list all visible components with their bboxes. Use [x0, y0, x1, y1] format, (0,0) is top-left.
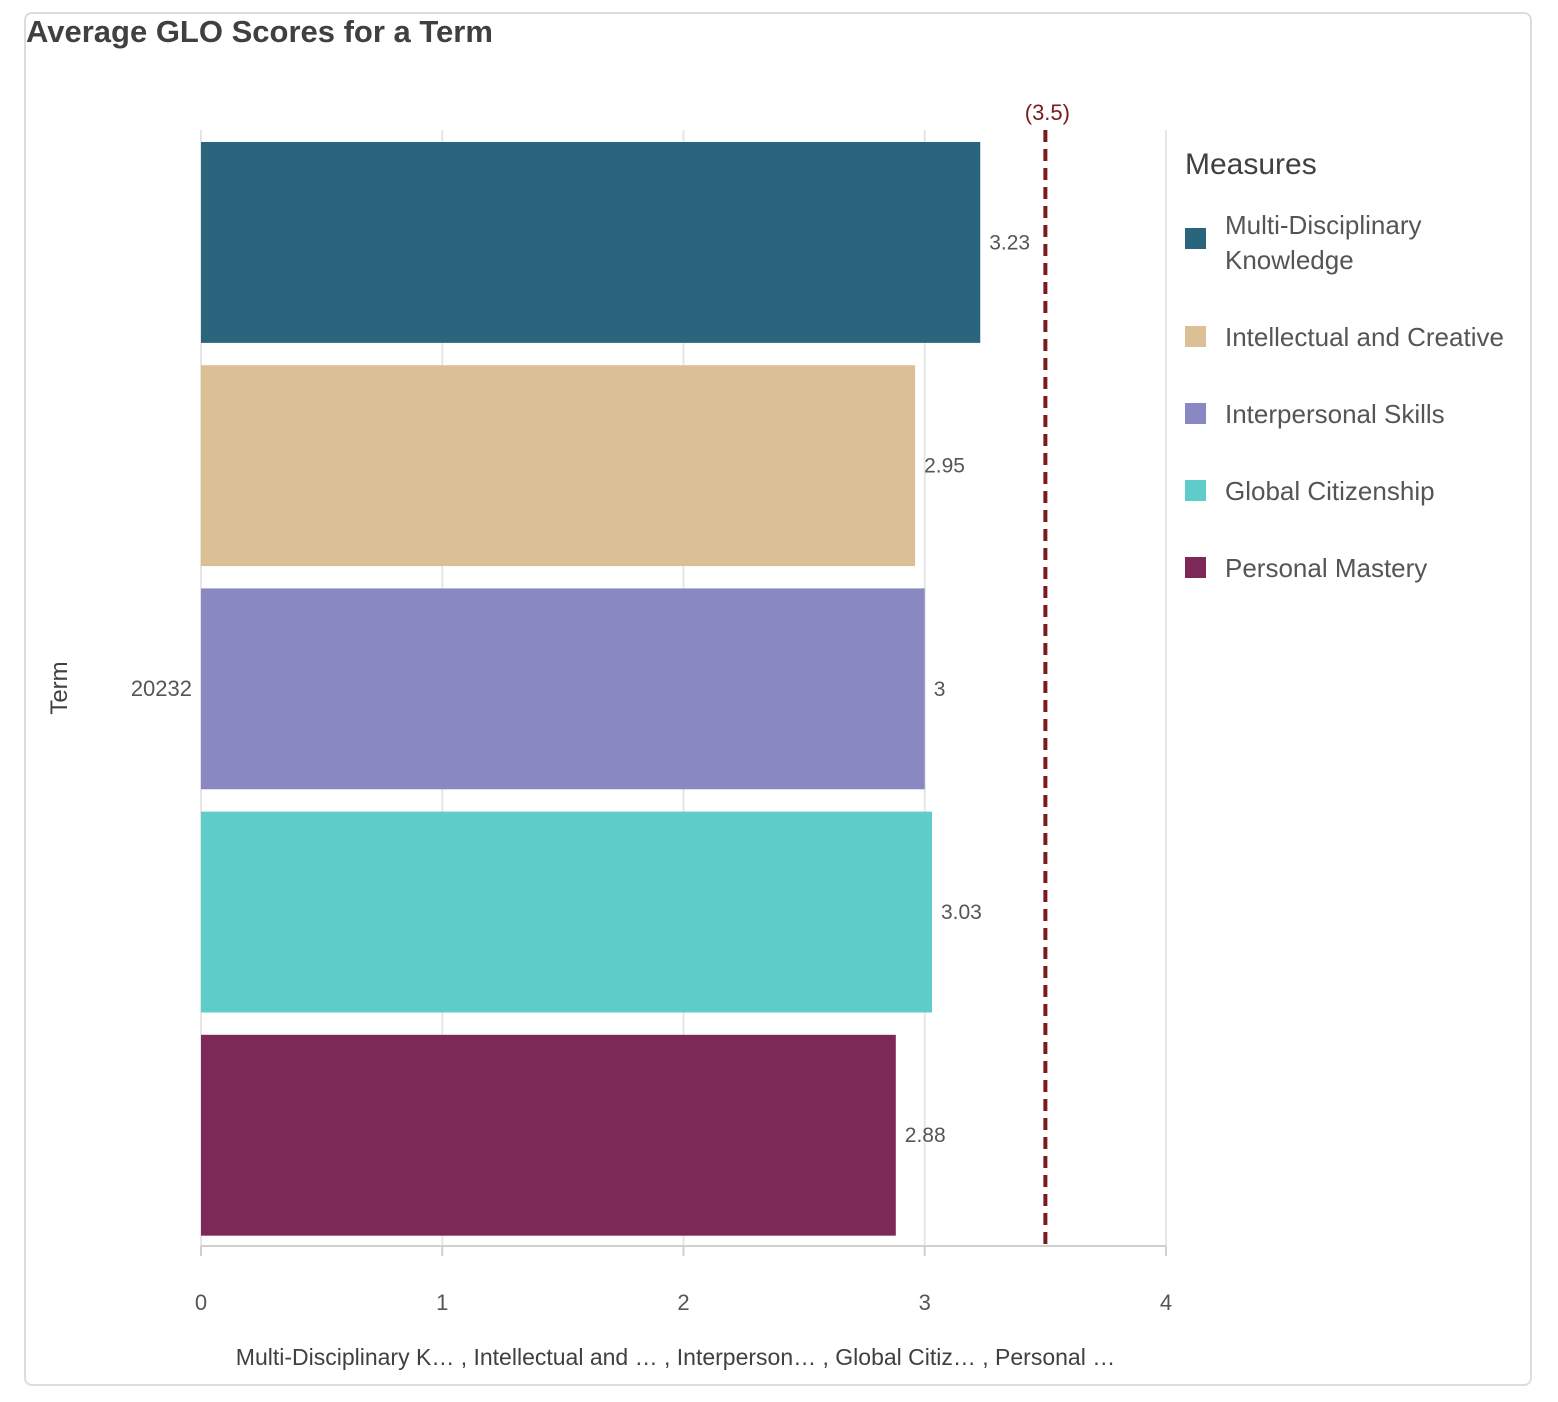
reference-line-group: (3.5)	[1025, 100, 1070, 1248]
bar-data-label: 3.23	[989, 231, 1030, 254]
legend: Measures Multi-Disciplinary Knowledge Int…	[1185, 148, 1535, 628]
y-axis-title: Term	[46, 661, 73, 714]
axes: 0 1 2 3 4 20232 Term Multi-Disciplinary K… , In…	[46, 661, 1172, 1370]
y-category-label: 20232	[131, 676, 192, 701]
bar[interactable]	[201, 142, 981, 343]
x-tick-label: 3	[919, 1290, 931, 1315]
x-tick-label: 4	[1160, 1290, 1172, 1315]
chart-title: Average GLO Scores for a Term	[26, 14, 493, 49]
reference-line-label: (3.5)	[1025, 100, 1070, 125]
bar-data-label: 3.03	[941, 901, 982, 924]
bar[interactable]	[201, 811, 932, 1013]
bar-data-label: 2.95	[924, 455, 965, 478]
legend-title: Measures	[1185, 148, 1317, 181]
x-axis-title: Multi-Disciplinary K… , Intellectual and…	[236, 1344, 1115, 1370]
legend-swatch	[1185, 326, 1206, 347]
x-tick-label: 2	[677, 1290, 689, 1315]
legend-swatch	[1185, 480, 1206, 501]
bar-data-label: 3	[934, 678, 946, 701]
legend-items: Multi-Disciplinary Knowledge Intellectual…	[1185, 208, 1535, 586]
legend-swatch	[1185, 403, 1206, 424]
legend-item[interactable]: Personal Mastery	[1185, 551, 1535, 586]
legend-label: Multi-Disciplinary Knowledge	[1225, 210, 1422, 275]
legend-label: Global Citizenship	[1225, 476, 1435, 506]
legend-item[interactable]: Multi-Disciplinary Knowledge	[1185, 208, 1535, 278]
legend-item[interactable]: Global Citizenship	[1185, 474, 1535, 509]
bar[interactable]	[201, 365, 916, 567]
x-tick-label: 0	[195, 1290, 207, 1315]
bar[interactable]	[201, 588, 925, 790]
legend-swatch	[1185, 557, 1206, 578]
legend-label: Interpersonal Skills	[1225, 399, 1445, 429]
legend-label: Intellectual and Creative	[1225, 322, 1504, 352]
x-tick-label: 1	[436, 1290, 448, 1315]
bar[interactable]	[201, 1034, 896, 1236]
bar-data-label: 2.88	[905, 1124, 946, 1147]
legend-label: Personal Mastery	[1225, 553, 1428, 583]
legend-item[interactable]: Intellectual and Creative	[1185, 320, 1535, 355]
legend-swatch	[1185, 228, 1206, 249]
legend-item[interactable]: Interpersonal Skills	[1185, 397, 1535, 432]
bars: 3.23 2.95 3 3.03 2.88	[201, 142, 1030, 1236]
